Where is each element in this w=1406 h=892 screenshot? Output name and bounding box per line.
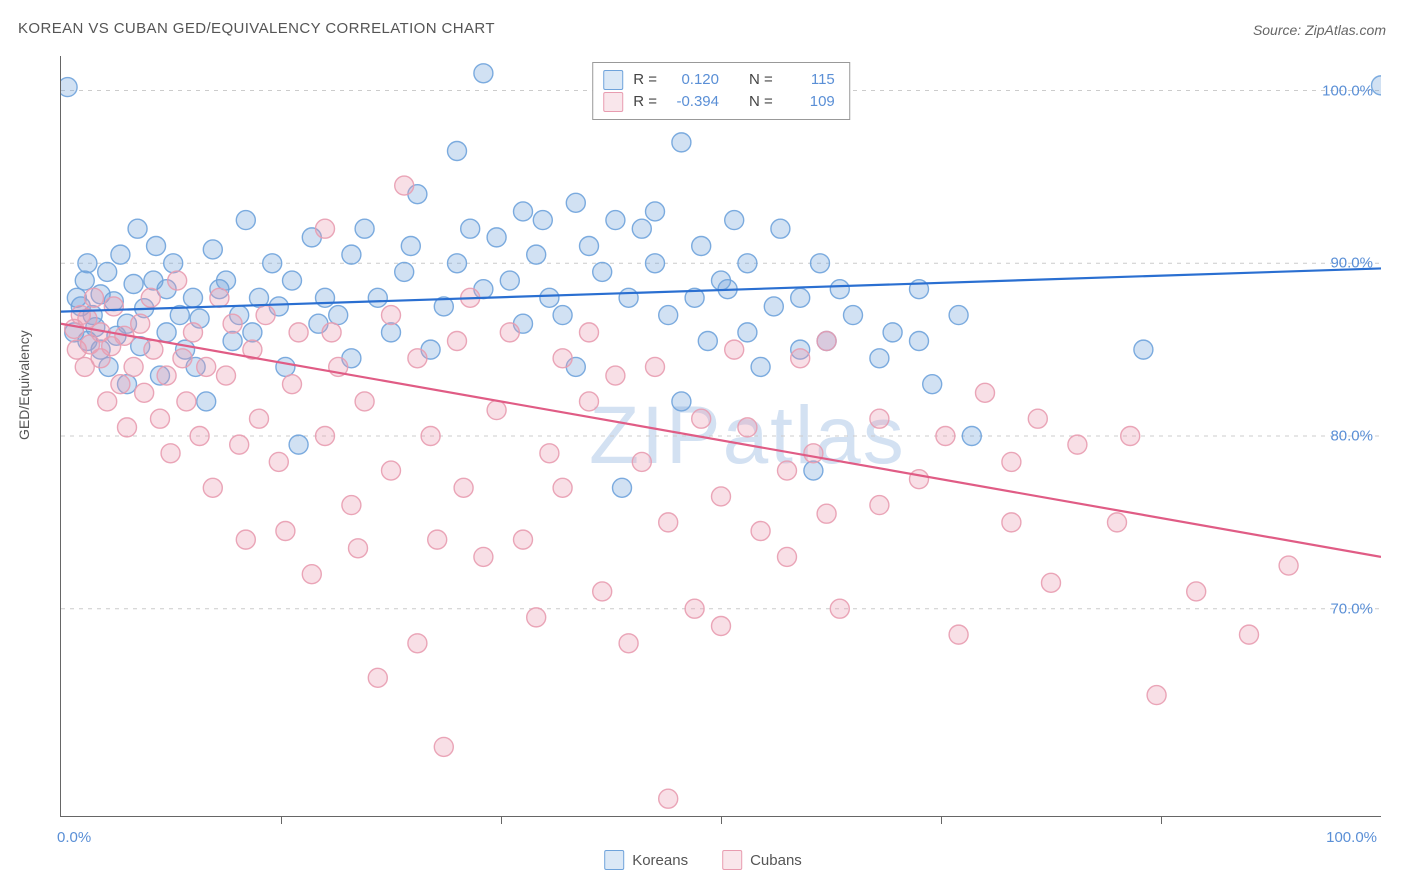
xtick-mark <box>501 816 502 824</box>
ytick-label: 70.0% <box>1330 600 1373 617</box>
r-value: 0.120 <box>667 69 719 91</box>
plot-area: ZIPatlas R = 0.120 N = 115 R = -0.394 N = 109 7… <box>60 56 1381 817</box>
watermark: ZIPatlas <box>589 389 906 483</box>
xtick-mark <box>941 816 942 824</box>
legend-swatch <box>722 850 742 870</box>
r-value: -0.394 <box>667 91 719 113</box>
source-text: Source: ZipAtlas.com <box>1253 22 1386 38</box>
legend-label: Koreans <box>632 852 688 869</box>
y-axis-label: GED/Equivalency <box>16 330 32 440</box>
xtick-label: 100.0% <box>1326 829 1377 846</box>
xtick-mark <box>1161 816 1162 824</box>
chart-title: KOREAN VS CUBAN GED/EQUIVALENCY CORRELAT… <box>18 20 495 37</box>
legend-label: Cubans <box>750 852 802 869</box>
n-value: 109 <box>783 91 835 113</box>
stats-box: R = 0.120 N = 115 R = -0.394 N = 109 <box>592 62 850 120</box>
xtick-label: 0.0% <box>57 829 91 846</box>
ytick-label: 90.0% <box>1330 255 1373 272</box>
xtick-mark <box>281 816 282 824</box>
ytick-label: 80.0% <box>1330 428 1373 445</box>
legend-item: Koreans <box>604 850 688 870</box>
legend-swatch <box>603 70 623 90</box>
xtick-mark <box>721 816 722 824</box>
bottom-legend: Koreans Cubans <box>604 850 802 870</box>
stats-row: R = 0.120 N = 115 <box>603 69 835 91</box>
r-label: R = <box>633 69 657 91</box>
legend-swatch <box>603 92 623 112</box>
legend-swatch <box>604 850 624 870</box>
r-label: R = <box>633 91 657 113</box>
n-label: N = <box>749 91 773 113</box>
legend-item: Cubans <box>722 850 802 870</box>
stats-row: R = -0.394 N = 109 <box>603 91 835 113</box>
n-label: N = <box>749 69 773 91</box>
n-value: 115 <box>783 69 835 91</box>
ytick-label: 100.0% <box>1322 82 1373 99</box>
chart-svg <box>61 56 1381 816</box>
